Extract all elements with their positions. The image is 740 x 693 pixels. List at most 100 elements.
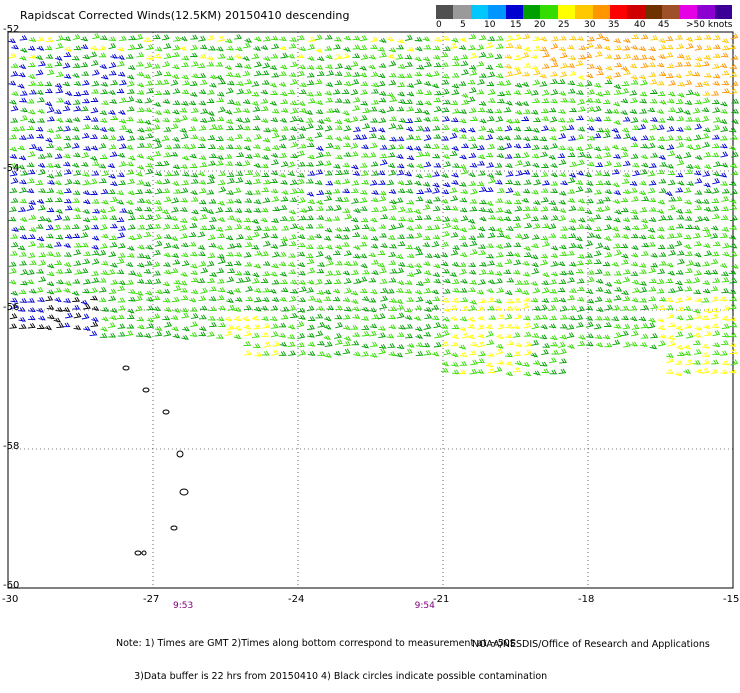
wind-barb	[288, 134, 297, 141]
wind-barb	[521, 302, 530, 310]
wind-barb	[388, 169, 397, 176]
wind-barb	[621, 234, 630, 240]
wind-barb	[539, 81, 548, 87]
wind-barb	[406, 253, 415, 259]
wind-barb	[542, 343, 551, 349]
wind-barb	[416, 189, 425, 195]
wind-barb	[208, 242, 217, 248]
wind-barb	[425, 198, 433, 204]
wind-barb	[524, 222, 533, 229]
wind-barb	[693, 117, 701, 123]
wind-barb	[623, 69, 631, 76]
wind-barb	[657, 325, 666, 331]
wind-barb	[396, 288, 404, 294]
wind-barb	[307, 199, 316, 205]
wind-barb	[271, 279, 280, 285]
wind-barb	[512, 332, 521, 338]
wind-barb	[638, 46, 647, 52]
wind-barb	[677, 258, 685, 265]
wind-barb	[648, 55, 656, 61]
wind-barb	[10, 297, 19, 303]
wind-barb	[9, 99, 17, 105]
wind-barb	[722, 304, 731, 312]
wind-barb	[575, 268, 584, 274]
wind-barb	[415, 89, 424, 95]
scale-swatch	[436, 5, 454, 19]
wind-barb	[515, 170, 524, 177]
wind-barb	[596, 307, 604, 313]
wind-barb	[369, 142, 378, 149]
wind-barb	[621, 81, 630, 87]
wind-barb	[334, 314, 343, 320]
wind-barb	[515, 101, 523, 107]
wind-barb	[270, 90, 278, 96]
wind-barb	[422, 126, 431, 132]
wind-barb	[560, 97, 569, 103]
wind-barb	[110, 115, 119, 121]
wind-barb	[514, 360, 523, 366]
wind-barb	[415, 46, 423, 52]
wind-barb	[200, 305, 208, 311]
wind-barb	[468, 304, 477, 311]
wind-barb	[81, 161, 89, 167]
wind-barb	[476, 181, 485, 187]
wind-barb	[477, 358, 485, 364]
wind-barb	[503, 242, 512, 248]
wind-barb	[206, 260, 215, 267]
wind-barb	[198, 179, 207, 185]
wind-barb	[523, 371, 532, 377]
wind-barb	[676, 43, 685, 50]
wind-barb	[45, 243, 54, 249]
wind-barb	[459, 197, 468, 203]
wind-barb	[533, 359, 541, 365]
wind-barb	[180, 218, 188, 224]
wind-barb	[128, 270, 137, 276]
wind-barb	[711, 90, 720, 96]
wind-barb	[414, 36, 423, 42]
wind-barb	[306, 178, 314, 184]
map-title: Rapidscat Corrected Winds(12.5KM) 201504…	[20, 9, 350, 22]
wind-barb	[694, 177, 703, 184]
wind-barb	[371, 170, 379, 176]
wind-barb	[101, 74, 109, 80]
wind-barb	[209, 153, 217, 159]
wind-barb	[162, 297, 171, 303]
wind-barb	[368, 54, 377, 60]
wind-barb	[296, 178, 305, 185]
wind-barb	[352, 96, 361, 103]
wind-barb	[351, 269, 359, 275]
wind-barb	[307, 267, 316, 274]
wind-barb	[342, 314, 351, 320]
wind-barb	[136, 179, 145, 185]
wind-barb	[63, 100, 72, 106]
wind-barb	[623, 225, 631, 231]
wind-barb	[206, 98, 215, 104]
wind-barb	[397, 82, 406, 88]
wind-barb	[485, 186, 494, 193]
wind-barb	[236, 81, 244, 87]
wind-barb	[56, 35, 65, 42]
wind-barb	[531, 172, 540, 178]
wind-barb	[288, 72, 297, 78]
wind-barb	[710, 313, 719, 320]
wind-barb	[479, 186, 487, 193]
wind-barb	[343, 261, 352, 267]
wind-barb	[181, 100, 189, 106]
wind-barb	[20, 216, 28, 222]
wind-barb	[478, 226, 486, 232]
wind-barb	[272, 340, 281, 347]
wind-barb	[485, 152, 494, 158]
wind-barb	[45, 295, 54, 302]
wind-barb	[550, 78, 558, 85]
wind-barb	[728, 234, 737, 240]
wind-barb	[263, 56, 271, 62]
wind-barb	[656, 108, 665, 114]
wind-barb	[614, 279, 622, 285]
wind-barb	[261, 187, 270, 193]
wind-barb	[566, 270, 575, 276]
wind-barb	[261, 79, 270, 85]
wind-barb	[270, 127, 279, 133]
wind-barb	[533, 370, 541, 376]
wind-barb	[190, 178, 199, 184]
wind-barb	[530, 297, 539, 303]
